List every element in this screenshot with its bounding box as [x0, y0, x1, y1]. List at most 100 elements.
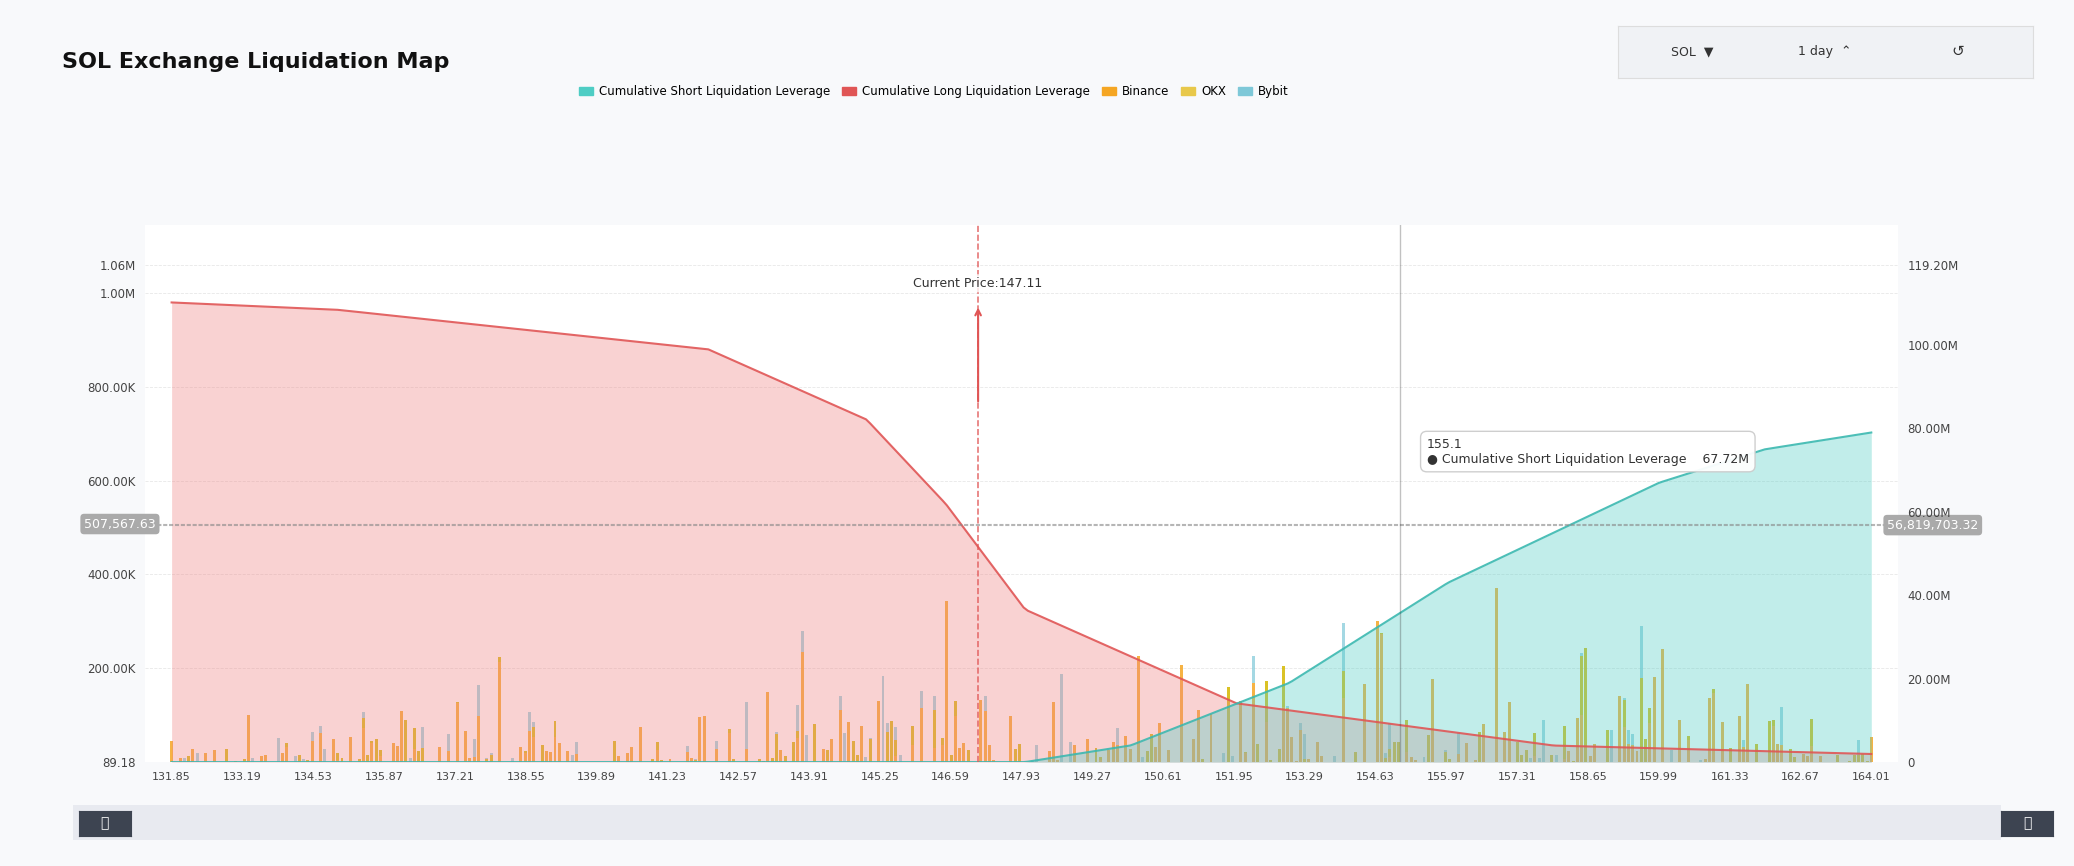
Bar: [1533, 734, 1537, 756]
Bar: [336, 753, 340, 759]
Bar: [1282, 666, 1286, 707]
Bar: [485, 759, 487, 760]
Bar: [1609, 729, 1614, 762]
Text: Current Price:147.11: Current Price:147.11: [913, 277, 1043, 290]
Bar: [1298, 723, 1302, 729]
Bar: [1585, 649, 1587, 762]
Bar: [1703, 759, 1707, 762]
Bar: [1423, 757, 1425, 762]
Bar: [361, 718, 365, 728]
Bar: [1031, 760, 1033, 762]
Bar: [857, 755, 859, 762]
Bar: [1649, 723, 1651, 762]
Bar: [1056, 760, 1060, 762]
Text: 1 day  ⌃: 1 day ⌃: [1798, 45, 1852, 59]
Bar: [757, 759, 761, 762]
Bar: [1632, 734, 1634, 746]
Bar: [1479, 732, 1481, 762]
Bar: [1626, 730, 1630, 744]
Bar: [1456, 754, 1460, 762]
Bar: [1014, 749, 1016, 762]
Bar: [958, 748, 960, 762]
Bar: [465, 731, 467, 762]
Bar: [533, 727, 535, 737]
Bar: [1197, 710, 1199, 762]
Bar: [477, 685, 479, 716]
Bar: [417, 751, 421, 762]
Bar: [276, 738, 280, 762]
Bar: [686, 753, 689, 762]
Bar: [438, 747, 442, 762]
Bar: [1052, 702, 1056, 762]
Bar: [796, 705, 798, 732]
Bar: [1294, 760, 1298, 762]
Bar: [1775, 744, 1779, 762]
Bar: [869, 738, 871, 739]
Bar: [1811, 719, 1813, 746]
Bar: [1095, 748, 1097, 762]
Text: 507,567.63: 507,567.63: [85, 518, 156, 531]
Bar: [695, 760, 697, 762]
Bar: [1244, 753, 1246, 762]
Bar: [361, 713, 365, 718]
Bar: [886, 732, 890, 762]
Bar: [489, 755, 494, 762]
Bar: [1811, 746, 1813, 762]
Bar: [1852, 755, 1856, 762]
Bar: [660, 759, 664, 762]
Bar: [191, 749, 195, 762]
Bar: [1848, 761, 1852, 762]
Bar: [894, 756, 898, 762]
Bar: [1375, 621, 1379, 762]
Bar: [477, 716, 479, 762]
Bar: [473, 757, 475, 762]
Bar: [1444, 750, 1448, 752]
Bar: [1180, 665, 1182, 762]
Bar: [838, 696, 842, 710]
Bar: [780, 750, 782, 762]
Bar: [1686, 735, 1690, 740]
Bar: [1414, 760, 1417, 762]
Bar: [821, 749, 825, 762]
Bar: [732, 759, 736, 762]
Bar: [639, 727, 641, 762]
Bar: [801, 631, 803, 652]
Bar: [1742, 740, 1744, 746]
Bar: [921, 708, 923, 762]
Bar: [1580, 656, 1582, 714]
Bar: [1302, 734, 1307, 759]
Bar: [655, 742, 660, 751]
Bar: [716, 741, 718, 749]
Text: 155.1
● Cumulative Short Liquidation Leverage    67.72M: 155.1 ● Cumulative Short Liquidation Lev…: [1427, 437, 1748, 466]
Bar: [1159, 722, 1161, 762]
Bar: [311, 732, 313, 740]
Bar: [1060, 674, 1064, 762]
Bar: [1149, 734, 1153, 762]
Bar: [1779, 707, 1784, 745]
Bar: [966, 751, 971, 762]
Bar: [284, 743, 288, 747]
Bar: [1018, 744, 1020, 762]
Bar: [1678, 720, 1682, 762]
Bar: [1580, 714, 1582, 762]
Bar: [541, 745, 543, 762]
Bar: [404, 721, 407, 762]
Bar: [1541, 721, 1545, 762]
Bar: [1580, 653, 1582, 656]
Bar: [1099, 757, 1101, 760]
Bar: [1444, 752, 1448, 762]
Bar: [630, 747, 633, 762]
Bar: [1520, 755, 1524, 762]
Bar: [695, 759, 697, 760]
Bar: [1010, 716, 1012, 762]
Bar: [1286, 708, 1290, 762]
Bar: [1641, 678, 1643, 762]
Bar: [1290, 737, 1294, 762]
Bar: [1730, 747, 1732, 762]
Bar: [801, 652, 803, 762]
Bar: [545, 751, 548, 762]
Bar: [1406, 753, 1408, 762]
Bar: [1564, 727, 1566, 759]
Bar: [954, 701, 956, 715]
Bar: [1193, 740, 1195, 762]
